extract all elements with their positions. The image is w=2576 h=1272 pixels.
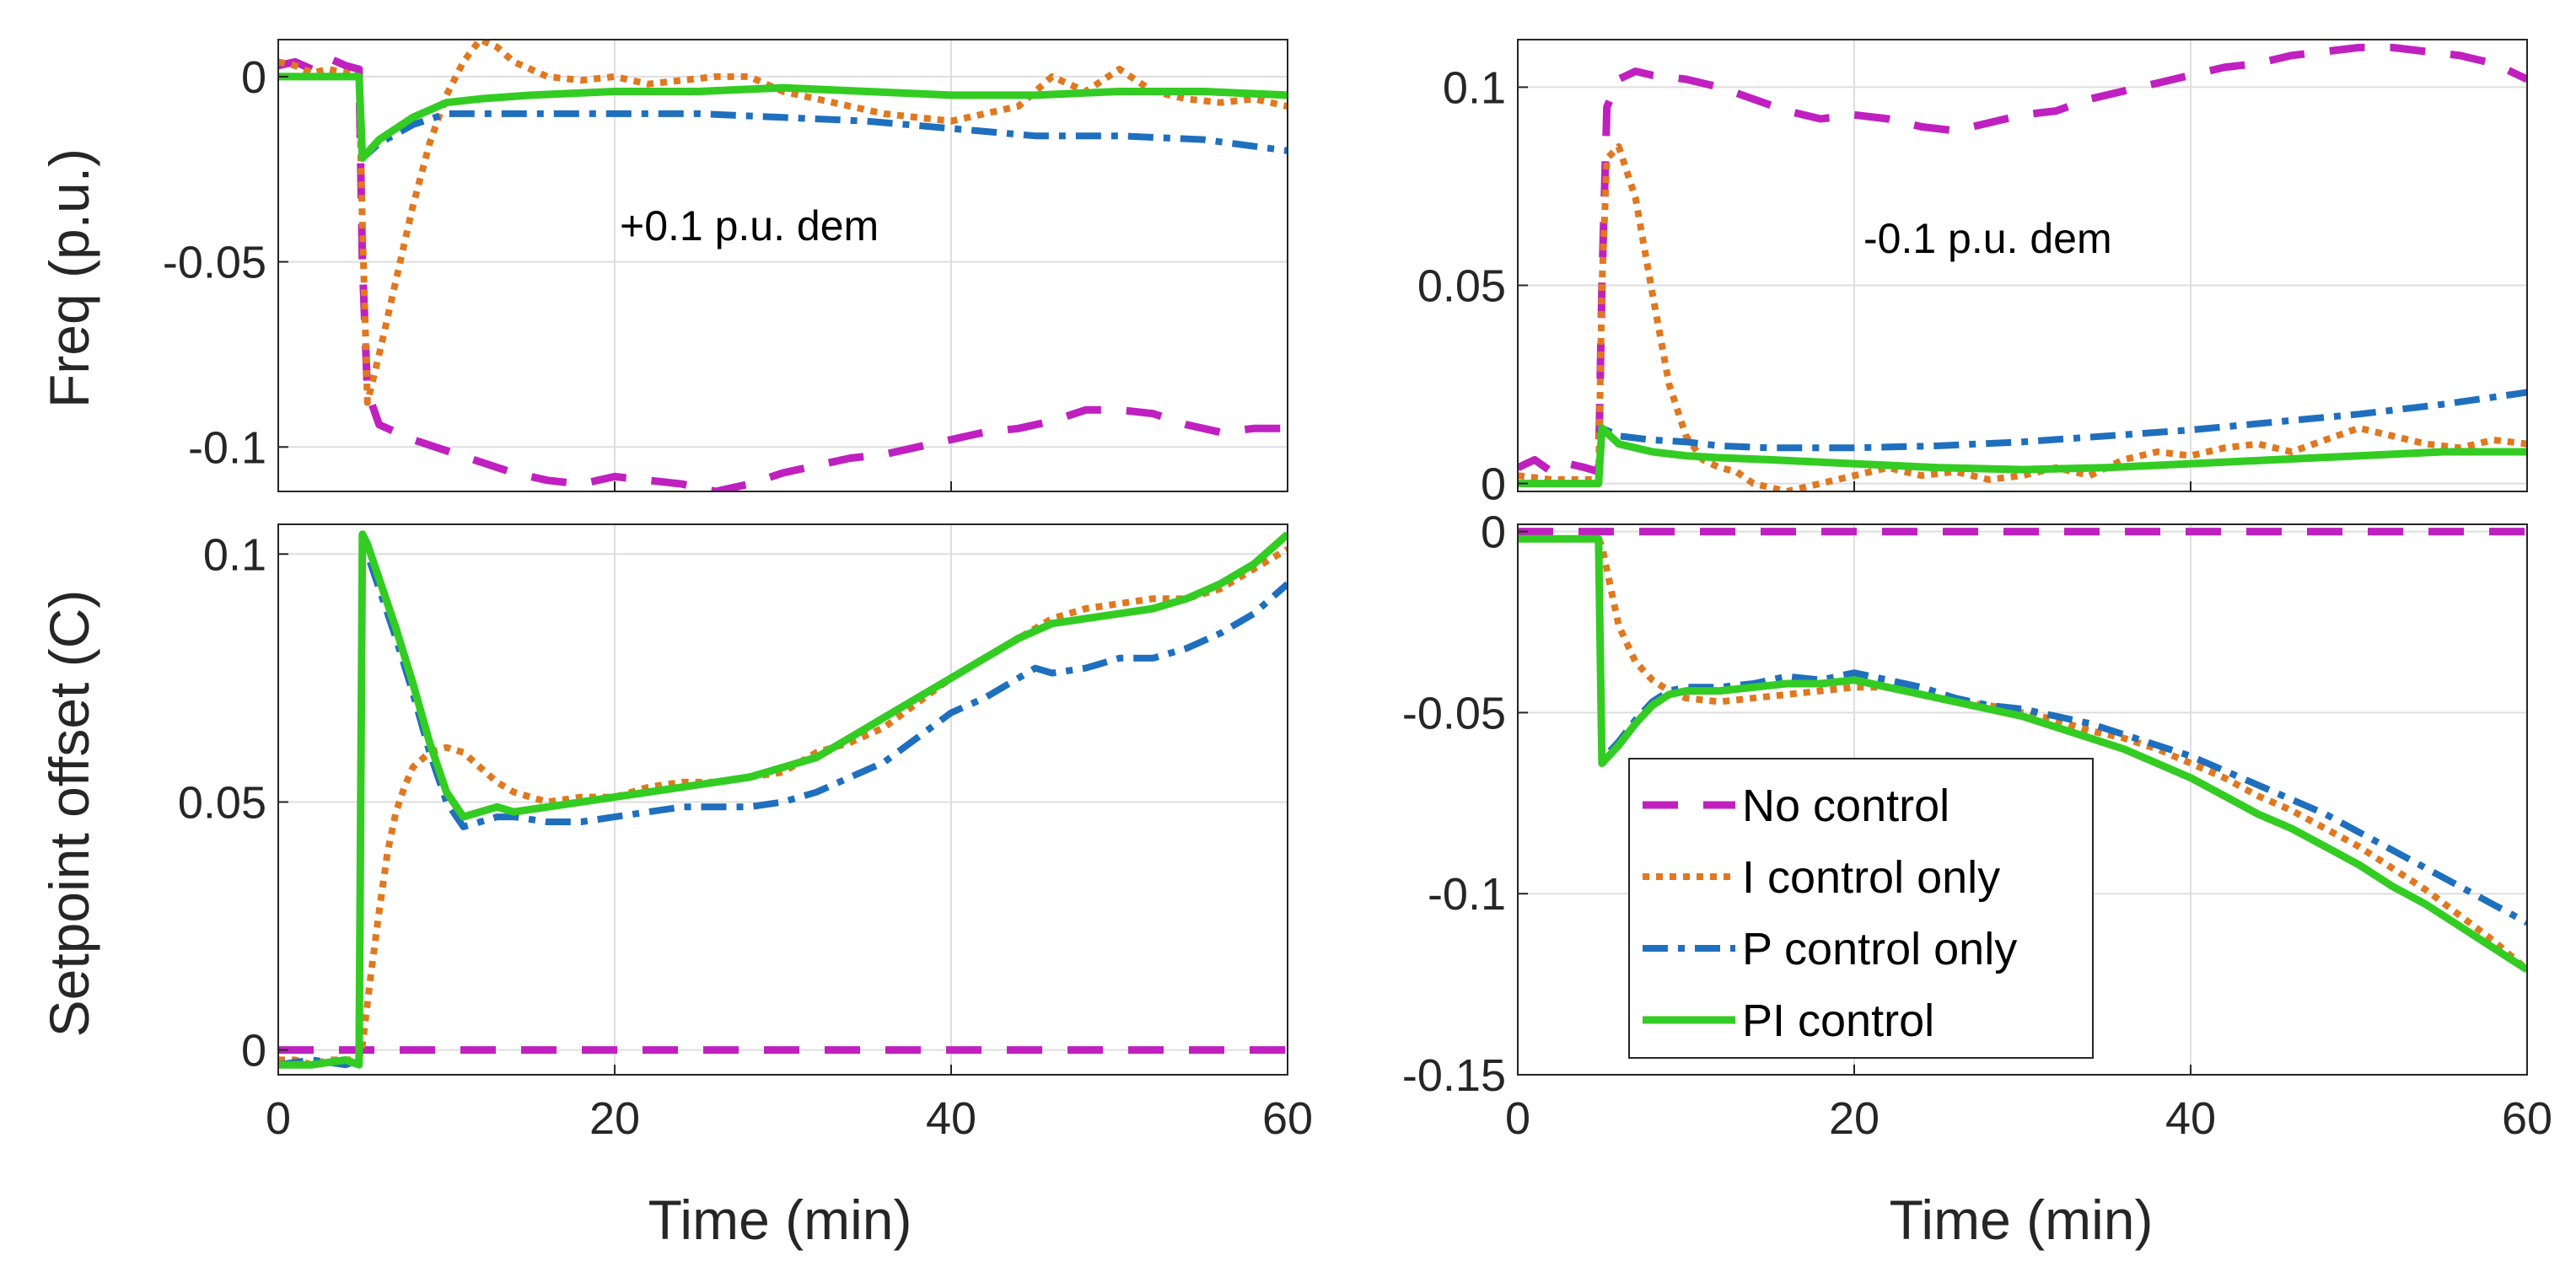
freq-down-ytick-label-2: 0 (1481, 459, 1506, 510)
setpoint-up-xtick-label-1: 20 (589, 1093, 640, 1144)
setpoint-up-series-pi-control (278, 530, 1288, 1069)
panel-setpoint-down: 0-0.05-0.1-0.150 20 40 60 (1402, 507, 2552, 1144)
setpoint-down-ytick-label-0: 0 (1481, 507, 1506, 558)
freq-up-ytick-label-0: 0 (241, 52, 266, 103)
freq-up-ytick-label-2: -0.1 (188, 422, 266, 473)
setpoint-up-xtick-label-3: 60 (1262, 1093, 1313, 1144)
setpoint-down-series-pi-control (1518, 534, 2527, 974)
freq-down-series-i-control (1518, 142, 2527, 491)
freq-down-ytick-label-0: 0.1 (1443, 62, 1506, 113)
legend-label-no-control: No control (1742, 781, 1949, 831)
setpoint-down-ytick-label-3: -0.15 (1402, 1050, 1506, 1101)
ylabel-freq: Freq (p.u.) (38, 148, 100, 408)
freq-down-ytick-label-1: 0.05 (1417, 261, 1506, 312)
freq-up-series-pi-control (278, 72, 1288, 163)
setpoint-up-xtick-label-0: 0 (266, 1093, 291, 1144)
freq-up-series-i-control (278, 40, 1288, 406)
setpoint-up-axes-frame (277, 523, 1288, 1076)
setpoint-down-xtick-label-1: 20 (1829, 1093, 1880, 1144)
setpoint-up-series-i-control (278, 545, 1288, 1069)
freq-down-series-pi-control (1518, 424, 2527, 488)
panel-freq-down: 0.1 0.05 0 (1417, 39, 2528, 510)
freq-up-series-no-control (278, 54, 1288, 491)
setpoint-up-ytick-label-2: 0 (241, 1026, 266, 1076)
setpoint-down-xtick-label-0: 0 (1505, 1093, 1530, 1144)
ylabel-setpoint: Setpoint offset (C) (38, 590, 100, 1038)
annotation-plus: +0.1 p.u. dem (620, 202, 879, 250)
setpoint-down-xtick-label-3: 60 (2502, 1093, 2552, 1144)
legend: No control I control only P control only… (1628, 758, 2094, 1059)
setpoint-down-axes-frame (1517, 523, 2528, 1076)
setpoint-down-ytick-label-2: -0.1 (1428, 869, 1506, 920)
setpoint-up-ytick-label-1: 0.05 (178, 777, 266, 828)
panel-freq-up: 0 -0.05 -0.1 (163, 39, 1288, 492)
setpoint-down-xtick-label-2: 40 (2165, 1093, 2216, 1144)
setpoint-up-ytick-label-0: 0.1 (203, 529, 266, 580)
legend-label-i-control: I control only (1742, 852, 2000, 903)
freq-down-axes-frame (1517, 39, 2528, 492)
xlabel-left: Time (min) (648, 1189, 912, 1251)
setpoint-down-ytick-label-1: -0.05 (1402, 688, 1506, 738)
legend-label-p-control: P control only (1742, 924, 2017, 974)
freq-up-series-p-control (278, 72, 1288, 162)
setpoint-up-xtick-label-2: 40 (926, 1093, 976, 1144)
freq-up-axes-frame (277, 39, 1288, 492)
annotation-minus: -0.1 p.u. dem (1863, 215, 2112, 262)
legend-label-pi-control: PI control (1742, 996, 1934, 1046)
panel-setpoint-up: 0.1 0.05 00 20 40 60 (178, 523, 1313, 1144)
xlabel-right: Time (min) (1890, 1189, 2154, 1251)
freq-up-ytick-label-1: -0.05 (163, 238, 266, 288)
